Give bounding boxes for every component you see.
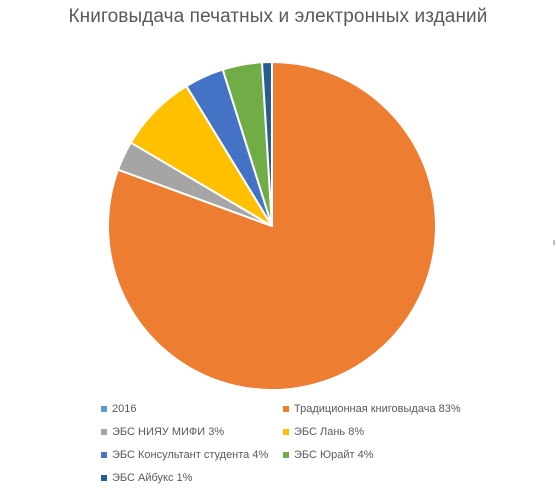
legend-item: 2016 xyxy=(101,403,136,415)
legend-swatch xyxy=(283,406,289,412)
legend-swatch xyxy=(283,452,289,458)
chart-title: Книговыдача печатных и электронных издан… xyxy=(68,6,488,27)
pie-slice-6 xyxy=(261,61,273,227)
legend-swatch xyxy=(101,406,107,412)
legend-item: ЭБС Айбукс 1% xyxy=(101,472,192,484)
legend-label: ЭБС Консультант студента 4% xyxy=(112,449,269,461)
legend-swatch xyxy=(283,429,289,435)
legend-label: ЭБС Юрайт 4% xyxy=(294,449,374,461)
legend-item: ЭБС Юрайт 4% xyxy=(283,449,374,461)
legend-label: Традиционная книговыдача 83% xyxy=(294,403,461,415)
legend-swatch xyxy=(101,475,107,481)
legend-label: 2016 xyxy=(112,403,137,415)
legend-swatch xyxy=(101,429,107,435)
legend-item: ЭБС Консультант студента 4% xyxy=(101,449,268,461)
legend-label: ЭБС Айбукс 1% xyxy=(112,472,193,484)
legend-label: ЭБС Лань 8% xyxy=(294,426,365,438)
legend-swatch xyxy=(101,452,107,458)
legend-label: ЭБС НИЯУ МИФИ 3% xyxy=(112,426,225,438)
legend-item: ЭБС Лань 8% xyxy=(283,426,364,438)
legend-item: ЭБС НИЯУ МИФИ 3% xyxy=(101,426,224,438)
legend-item: Традиционная книговыдача 83% xyxy=(283,403,461,415)
edge-mark xyxy=(553,240,555,245)
